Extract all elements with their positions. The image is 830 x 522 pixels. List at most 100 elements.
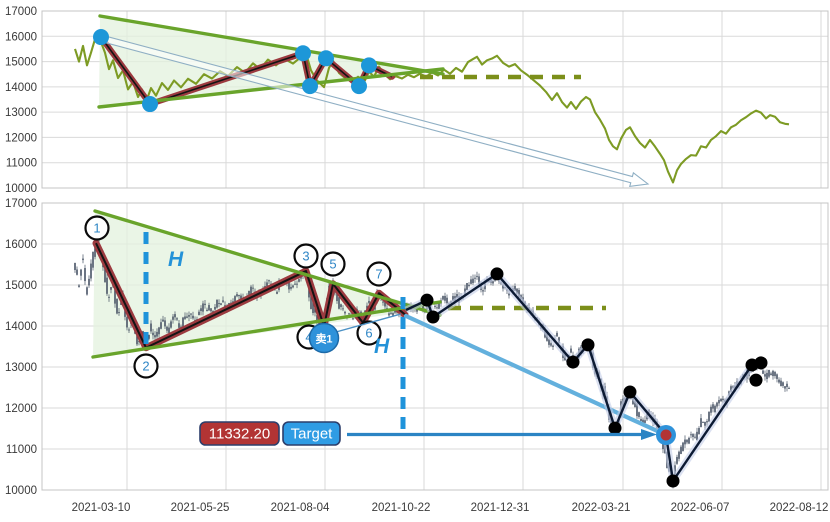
candle-body	[474, 277, 476, 279]
pivot-dot[interactable]	[361, 57, 377, 74]
candle-body	[180, 326, 182, 328]
candle-body	[778, 379, 780, 383]
candle-body	[168, 327, 170, 333]
target-label-badge[interactable]	[282, 421, 341, 446]
pivot-dot[interactable]	[93, 29, 109, 46]
candle-body	[216, 299, 218, 308]
candle-body	[392, 313, 394, 316]
candle-body	[438, 302, 440, 309]
pivot-dot[interactable]	[295, 45, 311, 62]
candle-body	[456, 294, 458, 298]
candle-body	[698, 428, 700, 435]
y-tick-label: 10000	[5, 183, 37, 195]
swing-dot[interactable]	[623, 385, 637, 399]
swing-dot[interactable]	[754, 356, 768, 370]
target-marker-inner	[660, 429, 672, 441]
candle-body	[674, 465, 676, 476]
candle-body	[548, 339, 550, 345]
candle-body	[502, 284, 504, 289]
candle-body	[78, 285, 80, 287]
swing-dot[interactable]	[490, 267, 504, 281]
wave-number-7[interactable]: 7	[366, 261, 392, 287]
candle-body	[764, 374, 766, 377]
pivot-dot[interactable]	[351, 78, 367, 95]
candle-body	[208, 305, 210, 311]
candle-body	[518, 290, 520, 298]
candle-body	[296, 283, 298, 285]
candle-body	[388, 313, 390, 316]
swing-dot[interactable]	[608, 421, 622, 435]
wave-number-6[interactable]: 6	[356, 320, 382, 346]
pivot-dot[interactable]	[302, 78, 318, 95]
swing-dot[interactable]	[420, 293, 434, 307]
x-tick-label: 2021-12-31	[471, 502, 530, 514]
swing-dot[interactable]	[749, 373, 763, 387]
candle-body	[470, 279, 472, 284]
candle-body	[384, 300, 386, 307]
candle-body	[558, 337, 560, 344]
candle-body	[692, 434, 694, 438]
candle-body	[342, 308, 344, 310]
candle-body	[90, 263, 92, 279]
y-tick-label: 16000	[5, 239, 37, 251]
candle-body	[298, 279, 300, 282]
pivot-dot[interactable]	[318, 50, 334, 67]
candle-body	[774, 371, 776, 377]
wave-number-2[interactable]: 2	[133, 353, 159, 379]
y-tick-label: 13000	[5, 107, 37, 119]
candle-body	[184, 316, 186, 319]
wave-number-ring	[356, 320, 382, 346]
candle-body	[138, 340, 140, 342]
projection-line[interactable]	[403, 313, 669, 438]
wave-number-1[interactable]: 1	[84, 215, 110, 241]
candle-body	[684, 439, 686, 445]
y-tick-label: 12000	[5, 403, 37, 415]
candle-body	[158, 327, 160, 335]
candle-body	[644, 420, 646, 423]
lower-trendline[interactable]	[91, 300, 442, 359]
candle-body	[762, 370, 764, 374]
wave-number-text: 1	[93, 221, 100, 236]
candle-body	[88, 278, 90, 286]
candle-body	[340, 304, 342, 308]
wave-number-5[interactable]: 5	[320, 251, 346, 277]
candle-body	[234, 296, 236, 302]
candle-body	[200, 308, 202, 311]
candle-body	[476, 275, 478, 277]
x-tick-label: 2021-08-04	[271, 502, 330, 514]
sell-marker[interactable]	[308, 322, 340, 354]
candle-body	[186, 316, 188, 318]
weekly-overview: 17000 16000 15000 14000 13000 12000 11000 10000	[5, 6, 829, 195]
swing-dot[interactable]	[581, 338, 595, 352]
h-height-label: H	[168, 248, 184, 271]
swing-dot[interactable]	[666, 474, 680, 488]
candle-body	[782, 382, 784, 386]
target-price-badge[interactable]	[199, 421, 280, 446]
candle-body	[268, 280, 270, 282]
candle-body	[422, 303, 424, 311]
candle-body	[220, 303, 222, 305]
y-tick-label: 14000	[5, 321, 37, 333]
candle-body	[338, 297, 340, 309]
h-height-label: H	[374, 335, 390, 358]
swing-dot[interactable]	[566, 355, 580, 369]
candle-body	[768, 369, 770, 377]
candle-body	[706, 421, 708, 423]
upper-trendline[interactable]	[93, 209, 442, 317]
candle-body	[638, 412, 640, 418]
candle-body	[74, 262, 76, 270]
candle-body	[236, 294, 238, 297]
candle-body	[218, 303, 220, 305]
pivot-dot[interactable]	[142, 96, 158, 113]
y-tick-label: 11000	[6, 158, 37, 170]
wave-number-3[interactable]: 3	[293, 243, 319, 269]
target-arrowhead	[641, 429, 657, 440]
measured-move-arrow[interactable]	[102, 35, 650, 188]
candle-body	[82, 258, 84, 261]
sell-marker-text: 卖1	[315, 332, 332, 346]
candle-body	[352, 318, 354, 320]
y-tick-label: 14000	[5, 82, 37, 94]
upper-trendline[interactable]	[98, 14, 445, 76]
swing-dot[interactable]	[426, 310, 440, 324]
